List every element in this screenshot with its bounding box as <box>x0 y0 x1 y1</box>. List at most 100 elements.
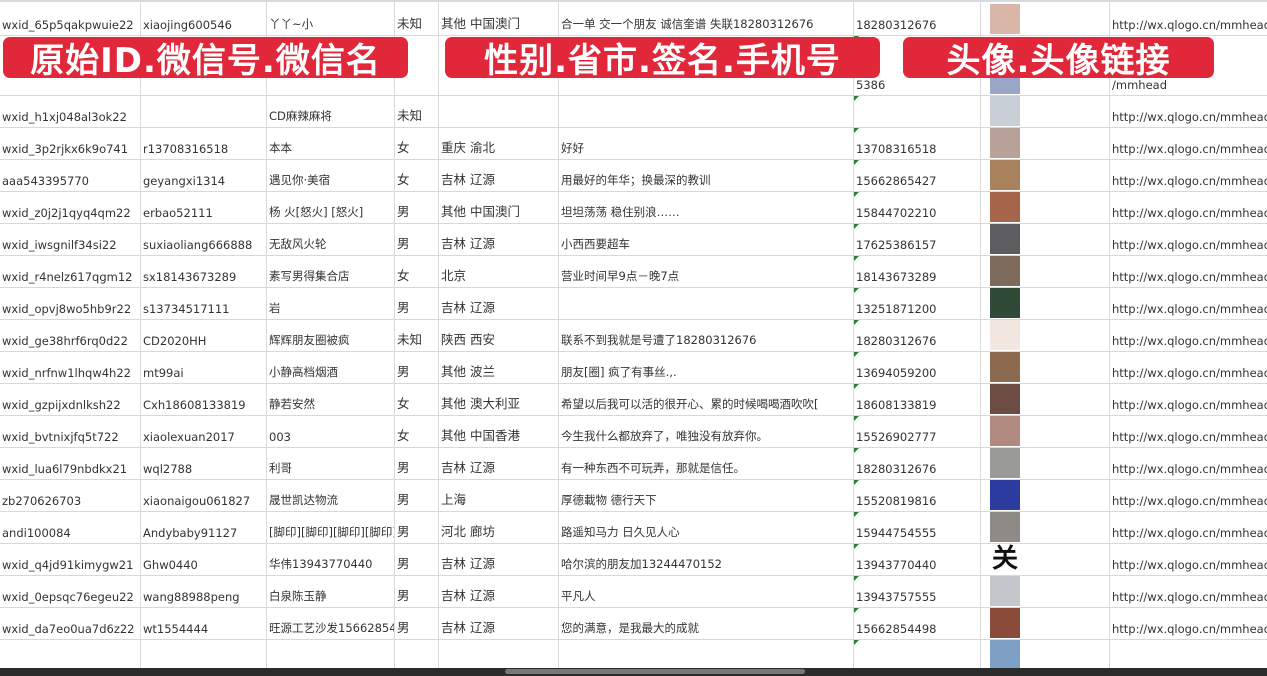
nickname-cell[interactable]: 辉辉朋友圈被疯 <box>267 320 395 351</box>
original-id-cell[interactable]: wxid_h1xj048al3ok22 <box>0 96 141 127</box>
phone-cell[interactable]: 18280312676 <box>854 320 981 351</box>
signature-cell[interactable] <box>559 288 854 319</box>
gender-cell[interactable]: 女 <box>395 416 439 447</box>
nickname-cell[interactable]: 华伟13943770440 <box>267 544 395 575</box>
signature-cell[interactable] <box>559 640 854 670</box>
gender-cell[interactable]: 未知 <box>395 96 439 127</box>
signature-cell[interactable]: 哈尔滨的朋友加13244470152 <box>559 544 854 575</box>
signature-cell[interactable]: 好好 <box>559 128 854 159</box>
original-id-cell[interactable]: wxid_nrfnw1lhqw4h22 <box>0 352 141 383</box>
nickname-cell[interactable]: [脚印][脚印][脚印][脚印] <box>267 512 395 543</box>
signature-cell[interactable] <box>559 96 854 127</box>
gender-cell[interactable]: 女 <box>395 160 439 191</box>
nickname-cell[interactable] <box>267 640 395 670</box>
original-id-cell[interactable]: wxid_gzpijxdnlksh22 <box>0 384 141 415</box>
avatar-url-cell[interactable]: http://wx.qlogo.cn/mmhead <box>1110 192 1267 223</box>
wechat-id-cell[interactable]: erbao52111 <box>141 192 267 223</box>
avatar-url-cell[interactable]: http://wx.qlogo.cn/mmhead <box>1110 512 1267 543</box>
phone-cell[interactable]: 15520819816 <box>854 480 981 511</box>
avatar-url-cell[interactable]: http://wx.qlogo.cn/mmhead <box>1110 96 1267 127</box>
avatar-url-cell[interactable]: http://wx.qlogo.cn/mmhead <box>1110 2 1267 35</box>
wechat-id-cell[interactable]: Ghw0440 <box>141 544 267 575</box>
nickname-cell[interactable]: 利哥 <box>267 448 395 479</box>
avatar-url-cell[interactable]: http://wx.qlogo.cn/mmhead <box>1110 384 1267 415</box>
gender-cell[interactable]: 男 <box>395 448 439 479</box>
region-cell[interactable]: 吉林 辽源 <box>439 224 559 255</box>
avatar-cell[interactable] <box>981 160 1110 191</box>
wechat-id-cell[interactable]: wt1554444 <box>141 608 267 639</box>
signature-cell[interactable]: 希望以后我可以活的很开心、累的时候喝喝酒吹吹[ <box>559 384 854 415</box>
gender-cell[interactable]: 未知 <box>395 320 439 351</box>
region-cell[interactable] <box>439 640 559 670</box>
phone-cell[interactable]: 18280312676 <box>854 448 981 479</box>
region-cell[interactable]: 其他 波兰 <box>439 352 559 383</box>
avatar-url-cell[interactable]: http://wx.qlogo.cn/mmhead <box>1110 544 1267 575</box>
avatar-cell[interactable] <box>981 448 1110 479</box>
wechat-id-cell[interactable]: r13708316518 <box>141 128 267 159</box>
signature-cell[interactable]: 合一单 交一个朋友 诚信奎谱 失联18280312676 <box>559 2 854 35</box>
avatar-url-cell[interactable]: /mmhead <box>1110 36 1267 95</box>
region-cell[interactable]: 其他 中国香港 <box>439 416 559 447</box>
gender-cell[interactable]: 男 <box>395 480 439 511</box>
avatar-cell[interactable] <box>981 288 1110 319</box>
avatar-cell[interactable] <box>981 192 1110 223</box>
signature-cell[interactable]: 有一种东西不可玩弄，那就是信任。 <box>559 448 854 479</box>
phone-cell[interactable]: 18608133819 <box>854 384 981 415</box>
nickname-cell[interactable]: 岩 <box>267 288 395 319</box>
nickname-cell[interactable]: 无敌风火轮 <box>267 224 395 255</box>
phone-cell[interactable]: 17625386157 <box>854 224 981 255</box>
nickname-cell[interactable]: 素写男得集合店 <box>267 256 395 287</box>
nickname-cell[interactable]: 丫丫~小 <box>267 2 395 35</box>
signature-cell[interactable]: 坦坦荡荡 稳住别浪…… <box>559 192 854 223</box>
nickname-cell[interactable]: 静若安然 <box>267 384 395 415</box>
nickname-cell[interactable]: 白泉陈玉静 <box>267 576 395 607</box>
signature-cell[interactable]: 朋友[圈] 疯了有事丝.,. <box>559 352 854 383</box>
signature-cell[interactable]: 联系不到我就是号遭了18280312676 <box>559 320 854 351</box>
avatar-cell[interactable] <box>981 96 1110 127</box>
avatar-cell[interactable] <box>981 320 1110 351</box>
original-id-cell[interactable]: wxid_z0j2j1qyq4qm22 <box>0 192 141 223</box>
region-cell[interactable]: 其他 澳大利亚 <box>439 384 559 415</box>
region-cell[interactable]: 吉林 辽源 <box>439 288 559 319</box>
region-cell[interactable]: 河北 廊坊 <box>439 512 559 543</box>
original-id-cell[interactable]: wxid_iwsgnilf34si22 <box>0 224 141 255</box>
gender-cell[interactable]: 女 <box>395 384 439 415</box>
avatar-url-cell[interactable]: http://wx.qlogo.cn/mmhead <box>1110 128 1267 159</box>
phone-cell[interactable]: 13708316518 <box>854 128 981 159</box>
wechat-id-cell[interactable]: wql2788 <box>141 448 267 479</box>
phone-cell[interactable]: 13251871200 <box>854 288 981 319</box>
gender-cell[interactable]: 男 <box>395 512 439 543</box>
avatar-url-cell[interactable]: http://wx.qlogo.cn/mmhead <box>1110 448 1267 479</box>
avatar-url-cell[interactable]: http://wx.qlogo.cn/mmhead <box>1110 416 1267 447</box>
gender-cell[interactable] <box>395 36 439 95</box>
original-id-cell[interactable]: wxid_lua6l79nbdkx21 <box>0 448 141 479</box>
avatar-cell[interactable] <box>981 384 1110 415</box>
avatar-url-cell[interactable]: http://wx.qlogo.cn/mmhead <box>1110 576 1267 607</box>
avatar-cell[interactable] <box>981 2 1110 35</box>
avatar-url-cell[interactable] <box>1110 640 1267 670</box>
gender-cell[interactable] <box>395 640 439 670</box>
region-cell[interactable]: 吉林 辽源 <box>439 544 559 575</box>
phone-cell[interactable] <box>854 640 981 670</box>
gender-cell[interactable]: 男 <box>395 288 439 319</box>
avatar-cell[interactable] <box>981 480 1110 511</box>
original-id-cell[interactable]: wxid_q4jd91kimygw21 <box>0 544 141 575</box>
phone-cell[interactable]: 15662854498 <box>854 608 981 639</box>
nickname-cell[interactable]: 003 <box>267 416 395 447</box>
region-cell[interactable]: 陕西 西安 <box>439 320 559 351</box>
avatar-cell[interactable] <box>981 608 1110 639</box>
signature-cell[interactable]: 用最好的年华；换最深的教训 <box>559 160 854 191</box>
region-cell[interactable]: 重庆 渝北 <box>439 128 559 159</box>
gender-cell[interactable]: 男 <box>395 224 439 255</box>
phone-cell[interactable]: 15526902777 <box>854 416 981 447</box>
wechat-id-cell[interactable]: mt99ai <box>141 352 267 383</box>
avatar-cell[interactable] <box>981 512 1110 543</box>
nickname-cell[interactable]: 晟世凯达物流 <box>267 480 395 511</box>
region-cell[interactable]: 其他 中国澳门 <box>439 2 559 35</box>
signature-cell[interactable]: 今生我什么都放弃了，唯独没有放弃你。 <box>559 416 854 447</box>
region-cell[interactable]: 上海 <box>439 480 559 511</box>
signature-cell[interactable]: 平凡人 <box>559 576 854 607</box>
gender-cell[interactable]: 未知 <box>395 2 439 35</box>
nickname-cell[interactable]: 本本 <box>267 128 395 159</box>
avatar-url-cell[interactable]: http://wx.qlogo.cn/mmhead <box>1110 160 1267 191</box>
